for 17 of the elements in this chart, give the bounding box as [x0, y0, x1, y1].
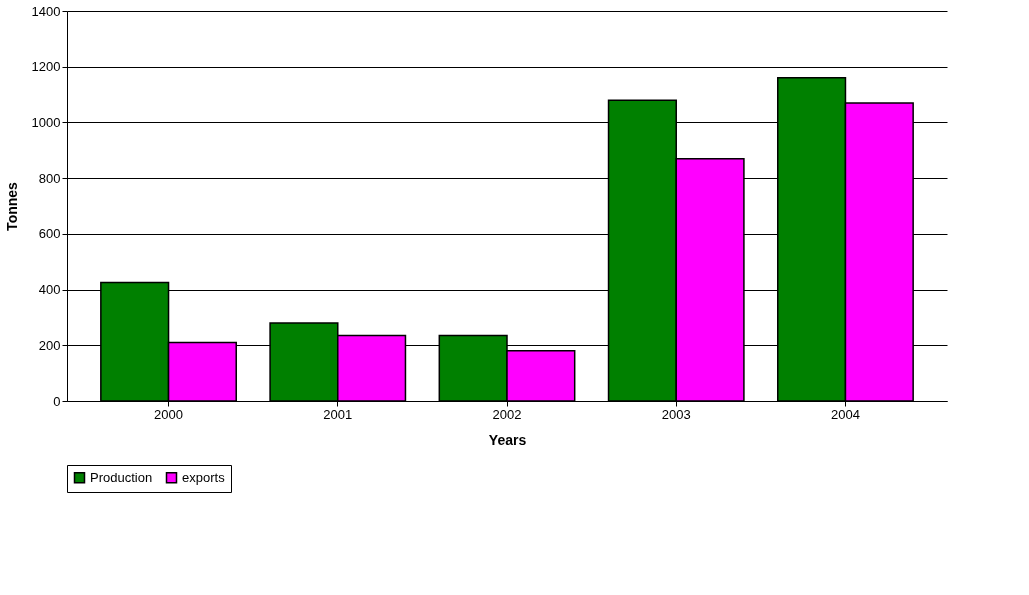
y-tick-label: 200 [38, 337, 61, 353]
y-tick-label: 600 [38, 226, 61, 242]
y-axis-title: Tonnes [3, 181, 20, 231]
x-tick-label: 2003 [661, 406, 691, 422]
legend-label: Production [90, 469, 153, 485]
y-tick-label: 1400 [31, 3, 61, 19]
x-tick-label: 2000 [154, 406, 183, 422]
x-tick-label: 2001 [323, 406, 353, 422]
x-axis-title: Years [488, 431, 527, 448]
y-tick-label: 400 [38, 282, 61, 298]
y-tick-label: 1000 [31, 114, 61, 130]
x-tick-label: 2002 [492, 406, 522, 422]
x-tick-label: 2004 [831, 406, 860, 422]
y-tick-label: 800 [38, 170, 61, 186]
legend-label: exports [182, 469, 226, 485]
y-tick-label: 1200 [31, 59, 61, 75]
y-tick-label: 0 [53, 393, 61, 409]
